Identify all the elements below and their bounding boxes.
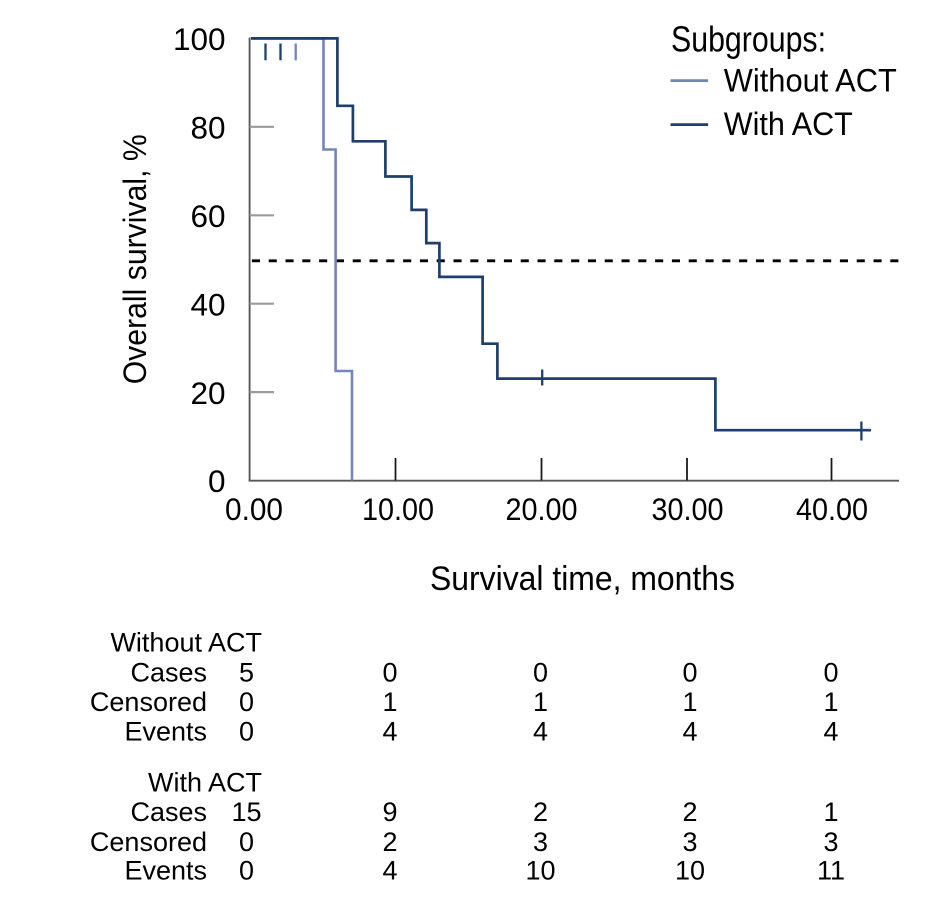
svg-text:Cases: Cases [130, 657, 207, 687]
svg-text:Censored: Censored [90, 827, 207, 857]
svg-text:With ACT: With ACT [724, 106, 853, 142]
svg-text:9: 9 [382, 797, 397, 827]
svg-text:Without ACT: Without ACT [110, 628, 262, 658]
svg-text:4: 4 [823, 717, 838, 747]
svg-text:100: 100 [173, 21, 226, 57]
svg-text:Without ACT: Without ACT [724, 62, 897, 98]
svg-text:Events: Events [124, 856, 207, 886]
svg-text:Cases: Cases [130, 797, 207, 827]
svg-text:60: 60 [190, 198, 225, 234]
svg-text:0: 0 [823, 657, 838, 687]
svg-text:4: 4 [682, 717, 697, 747]
svg-text:2: 2 [682, 797, 697, 827]
svg-text:4: 4 [382, 856, 397, 886]
svg-text:1: 1 [823, 687, 838, 717]
svg-text:0: 0 [533, 657, 548, 687]
svg-text:0: 0 [382, 657, 397, 687]
svg-text:3: 3 [823, 827, 838, 857]
svg-text:4: 4 [533, 717, 548, 747]
svg-text:2: 2 [533, 797, 548, 827]
svg-text:80: 80 [190, 110, 225, 146]
svg-text:30.00: 30.00 [652, 491, 724, 527]
svg-text:40: 40 [190, 287, 225, 323]
svg-text:Events: Events [124, 717, 207, 747]
svg-text:11: 11 [817, 856, 845, 886]
svg-text:3: 3 [533, 827, 548, 857]
svg-text:0: 0 [239, 717, 254, 747]
svg-text:Survival time, months: Survival time, months [430, 560, 735, 598]
svg-text:With ACT: With ACT [148, 767, 262, 797]
svg-text:4: 4 [382, 717, 397, 747]
svg-text:1: 1 [533, 687, 548, 717]
svg-text:0: 0 [239, 856, 254, 886]
svg-text:0: 0 [239, 827, 254, 857]
svg-text:Subgroups:: Subgroups: [671, 19, 826, 60]
svg-text:0.00: 0.00 [225, 491, 283, 527]
svg-text:1: 1 [682, 687, 697, 717]
svg-text:20.00: 20.00 [506, 491, 578, 527]
svg-text:Censored: Censored [90, 687, 207, 717]
svg-text:10: 10 [675, 856, 705, 886]
svg-text:0: 0 [208, 463, 226, 499]
svg-text:1: 1 [823, 797, 838, 827]
svg-text:15: 15 [231, 797, 261, 827]
svg-text:5: 5 [239, 657, 254, 687]
svg-text:Overall survival, %: Overall survival, % [117, 134, 153, 384]
svg-text:10.00: 10.00 [362, 491, 434, 527]
svg-text:2: 2 [382, 827, 397, 857]
svg-text:40.00: 40.00 [796, 491, 868, 527]
svg-text:20: 20 [190, 375, 225, 411]
svg-text:0: 0 [682, 657, 697, 687]
svg-text:10: 10 [525, 856, 555, 886]
svg-text:0: 0 [239, 687, 254, 717]
svg-text:3: 3 [682, 827, 697, 857]
svg-text:1: 1 [382, 687, 397, 717]
